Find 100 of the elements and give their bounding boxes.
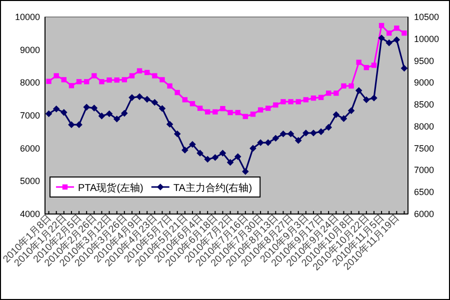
point — [60, 109, 68, 116]
point — [197, 106, 203, 111]
legend-label: PTA现货(左轴) — [78, 182, 144, 194]
point — [68, 121, 75, 128]
point — [144, 96, 150, 103]
point — [287, 130, 294, 138]
point — [190, 101, 196, 106]
y2-tick-label: 6500 — [414, 187, 434, 198]
point — [257, 139, 264, 146]
point — [386, 30, 392, 36]
point — [250, 112, 256, 117]
y-tick-label: 4000 — [20, 209, 40, 219]
point — [348, 107, 355, 114]
point — [348, 83, 354, 89]
point — [273, 102, 278, 108]
point — [182, 146, 188, 154]
y-tick-label: 5000 — [20, 176, 40, 186]
point — [204, 109, 210, 114]
point — [46, 78, 52, 84]
point — [99, 79, 104, 84]
point — [174, 130, 181, 138]
point — [280, 99, 286, 104]
point — [340, 115, 348, 122]
point — [167, 83, 172, 89]
point — [394, 26, 400, 31]
point — [121, 110, 128, 117]
point — [61, 77, 67, 82]
point — [363, 96, 370, 104]
point — [76, 79, 82, 84]
point — [265, 106, 271, 111]
point — [386, 39, 392, 46]
point — [318, 128, 324, 136]
point — [332, 111, 340, 118]
point — [302, 130, 310, 136]
point — [212, 154, 219, 161]
point — [325, 124, 332, 131]
point — [242, 168, 249, 175]
point — [136, 93, 143, 100]
point — [114, 77, 120, 83]
y-tick-label: 8000 — [20, 78, 40, 88]
point — [220, 106, 226, 112]
point — [158, 105, 166, 112]
y2-tick-label: 10000 — [414, 34, 440, 44]
point — [288, 99, 294, 104]
point — [84, 79, 90, 84]
point — [318, 94, 324, 100]
y2-tick-label: 7000 — [414, 165, 434, 176]
y-tick-label: 6000 — [20, 143, 40, 154]
point — [52, 106, 60, 112]
point — [402, 30, 407, 36]
point — [226, 158, 234, 166]
point — [378, 34, 385, 42]
point — [326, 90, 332, 96]
point — [106, 77, 112, 83]
point — [90, 104, 98, 112]
point — [250, 144, 256, 152]
point — [371, 62, 377, 68]
point — [144, 70, 150, 76]
point — [189, 140, 196, 148]
point — [83, 104, 90, 111]
point — [228, 110, 233, 116]
y-tick-label: 9000 — [20, 44, 40, 55]
point — [341, 83, 346, 89]
point — [235, 110, 240, 116]
point — [76, 121, 82, 128]
point — [370, 94, 378, 102]
y2-tick-label: 6000 — [414, 209, 434, 219]
point — [98, 112, 106, 120]
point — [234, 153, 242, 160]
point — [182, 97, 188, 102]
point — [212, 109, 218, 114]
point — [296, 99, 301, 104]
point — [113, 116, 120, 122]
y2-tick-label: 8500 — [414, 100, 434, 110]
point — [294, 137, 302, 144]
point — [393, 36, 400, 44]
point — [204, 156, 211, 163]
point — [151, 98, 158, 106]
y2-tick-label: 7500 — [414, 143, 434, 154]
point — [334, 90, 339, 96]
point — [310, 130, 317, 136]
point — [106, 110, 113, 118]
y2-tick-label: 9500 — [414, 56, 434, 66]
point — [196, 150, 204, 157]
point — [174, 90, 180, 96]
point — [122, 77, 128, 82]
point — [364, 64, 370, 70]
point — [310, 96, 316, 101]
point — [136, 68, 142, 74]
point — [378, 22, 384, 28]
y2-tick-label: 8000 — [414, 121, 434, 132]
point — [258, 107, 264, 113]
y2-tick-label: 9000 — [414, 78, 434, 88]
point — [355, 87, 362, 94]
legend-label: TA主力合约(右轴) — [173, 182, 252, 194]
point — [280, 130, 287, 138]
point — [152, 73, 158, 78]
point — [129, 73, 135, 78]
y2-tick-label: 10500 — [414, 12, 440, 22]
point — [303, 97, 309, 102]
